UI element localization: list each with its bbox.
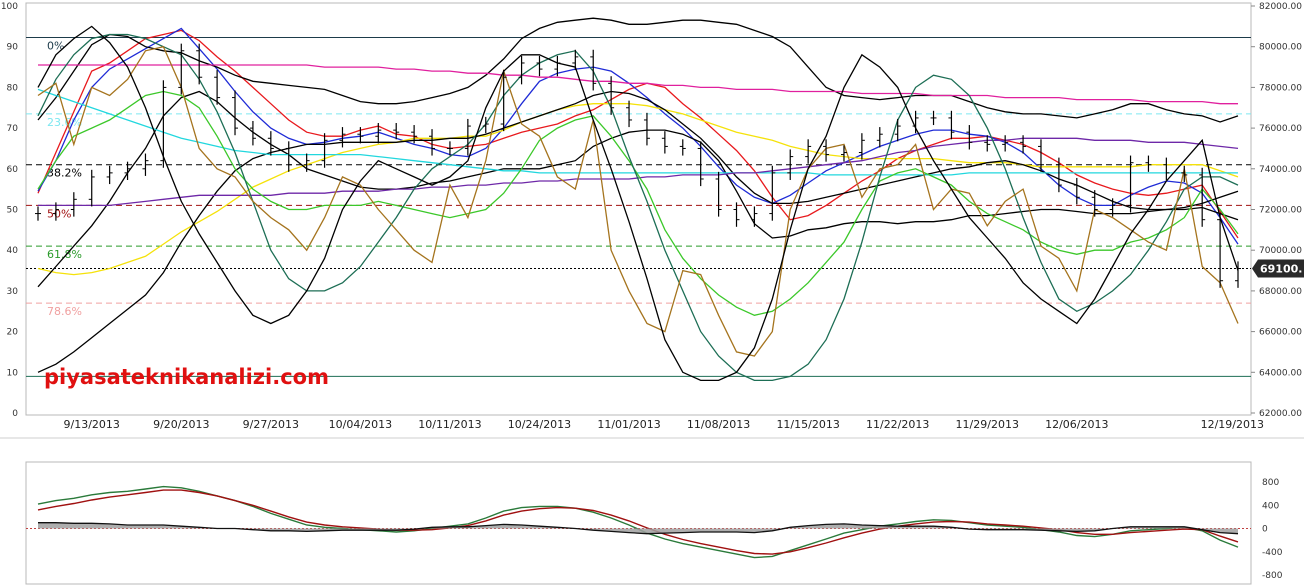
x-tick-5: 10/24/2013 xyxy=(508,418,571,431)
last-price-marker: 69100. xyxy=(1252,259,1304,278)
right-tick-3: 68000.00 xyxy=(1259,287,1302,297)
macd-axis-ticks: 800 400 0 -400 -800 xyxy=(1262,478,1283,581)
last-price-box xyxy=(1252,259,1304,278)
x-tick-10: 11/29/2013 xyxy=(956,418,1019,431)
left-tick-5: 50 xyxy=(7,206,19,216)
macd-panel xyxy=(26,485,1251,559)
macd-tick-2: 0 xyxy=(1262,525,1268,535)
right-tick-1: 64000.00 xyxy=(1259,368,1302,378)
left-tick-1: 10 xyxy=(7,368,19,378)
last-price-label: 69100. xyxy=(1260,263,1302,276)
right-tick-0: 62000.00 xyxy=(1259,409,1302,419)
indicator-lines xyxy=(37,17,1239,382)
x-tick-4: 10/11/2013 xyxy=(418,418,481,431)
series-line-0 xyxy=(37,29,1239,239)
macd-histogram-line xyxy=(38,522,1239,535)
x-tick-1: 9/20/2013 xyxy=(153,418,209,431)
left-tick-9: 90 xyxy=(7,43,19,53)
x-tick-3: 10/04/2013 xyxy=(329,418,392,431)
x-tick-12: 12/19/2013 xyxy=(1201,418,1264,431)
series-line-1 xyxy=(37,27,1239,245)
right-tick-8: 78000.00 xyxy=(1259,83,1302,93)
series-line-11 xyxy=(37,45,1239,357)
left-tick-2: 20 xyxy=(7,328,19,338)
x-tick-8: 11/15/2013 xyxy=(776,418,839,431)
series-line-2 xyxy=(37,103,1239,276)
x-tick-11: 12/06/2013 xyxy=(1045,418,1108,431)
macd-line-0 xyxy=(37,485,1239,559)
right-tick-6: 74000.00 xyxy=(1259,165,1302,175)
series-line-5 xyxy=(37,90,1239,288)
right-tick-5: 72000.00 xyxy=(1259,206,1302,216)
left-axis-ticks: 0 10 20 30 40 50 60 70 80 90 100 xyxy=(1,2,18,419)
x-tick-0: 9/13/2013 xyxy=(64,418,120,431)
series-line-3 xyxy=(37,90,1239,373)
right-tick-7: 76000.00 xyxy=(1259,124,1302,134)
x-axis-ticks: 9/13/2013 9/20/2013 9/27/2013 10/04/2013 10/… xyxy=(64,418,1264,431)
right-tick-10: 82000.00 xyxy=(1259,2,1302,12)
fib-label-0: 0% xyxy=(47,40,64,53)
left-tick-10: 100 xyxy=(1,2,18,12)
macd-tick-1: 400 xyxy=(1262,501,1279,511)
series-line-6 xyxy=(37,88,1238,176)
macd-histogram xyxy=(38,522,1238,534)
macd-tick-0: 800 xyxy=(1262,478,1279,488)
left-tick-0: 0 xyxy=(12,409,18,419)
macd-panel-frame xyxy=(25,461,1252,585)
fib-label-5: 78.6% xyxy=(47,305,82,318)
series-line-7 xyxy=(38,64,1238,105)
macd-tick-4: -800 xyxy=(1262,571,1283,581)
series-line-8 xyxy=(38,137,1239,207)
left-tick-6: 60 xyxy=(7,165,19,175)
fib-label-2: 38.2% xyxy=(47,167,82,180)
right-tick-4: 70000.00 xyxy=(1259,246,1302,256)
x-tick-9: 11/22/2013 xyxy=(866,418,929,431)
macd-line-1 xyxy=(37,489,1239,555)
x-tick-6: 11/01/2013 xyxy=(597,418,660,431)
series-line-4 xyxy=(37,17,1239,123)
x-tick-7: 11/08/2013 xyxy=(687,418,750,431)
right-tick-2: 66000.00 xyxy=(1259,328,1302,338)
fib-label-4: 61.8% xyxy=(47,248,82,261)
left-tick-8: 80 xyxy=(7,83,19,93)
watermark-text: piyasateknikanalizi.com xyxy=(44,365,329,389)
left-tick-3: 30 xyxy=(7,287,19,297)
left-tick-7: 70 xyxy=(7,124,19,134)
fib-label-1: 23.6% xyxy=(47,116,82,129)
series-line-12 xyxy=(37,25,1239,382)
x-tick-2: 9/27/2013 xyxy=(243,418,299,431)
series-line-10 xyxy=(37,33,1239,382)
right-axis-ticks: 62000.00 64000.00 66000.00 68000.00 70000.00… xyxy=(1251,2,1302,419)
macd-tick-3: -400 xyxy=(1262,548,1283,558)
right-tick-9: 80000.00 xyxy=(1259,43,1302,53)
series-line-9 xyxy=(37,90,1239,316)
fib-label-3: 50% xyxy=(47,207,71,220)
left-tick-4: 40 xyxy=(7,246,19,256)
fibonacci-levels: 0% 23.6% 38.2% 50% 61.8% 78.6% xyxy=(26,37,1251,377)
price-bars xyxy=(35,43,1241,288)
